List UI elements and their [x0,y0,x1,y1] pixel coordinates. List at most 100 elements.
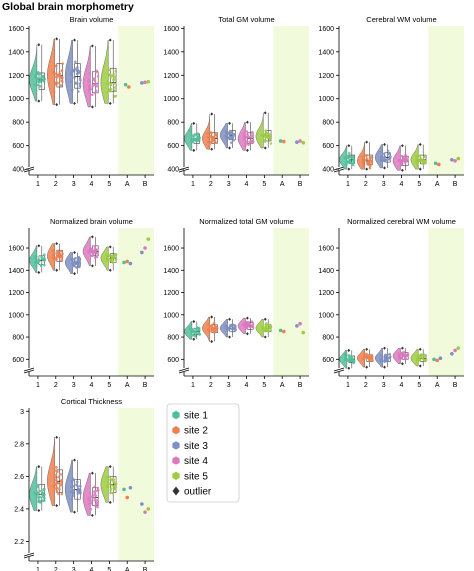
x-tick-label: A [125,181,130,188]
violin-site-1 [29,466,38,511]
data-point-site-1 [38,489,42,493]
data-point-site-5 [105,257,109,261]
data-point-site-4 [89,507,93,511]
legend-hexagon-icon [172,441,180,450]
outlier-point [347,366,351,370]
data-point-site-2 [56,249,60,253]
data-point-site-2 [60,481,63,485]
data-point-site-4 [245,140,249,143]
data-point-site-3 [230,135,234,139]
data-point-site-1 [36,261,39,265]
data-point-site-5 [113,75,117,79]
axis-break-gap [24,368,34,372]
axis-break-mark [333,166,345,171]
y-tick-label: 1000 [163,96,179,103]
outlier-point [383,365,386,369]
data-point-site-1 [43,493,46,497]
data-point-site-5 [265,134,269,138]
y-tick-label: 2.2 [14,539,24,546]
chart-panel-2: 400 600 800 1000 1200 1400 1600 1 2 3 4 5 A B Total GM… [163,15,309,188]
outlier-point [108,101,112,106]
data-point-site-1 [193,138,197,142]
outlier-point [108,38,112,42]
data-point-site-5 [112,72,115,76]
data-point-site-1 [352,162,355,165]
data-point-site-1 [36,491,40,495]
violin-site-5 [100,466,109,503]
data-point-site-2 [55,258,58,261]
traveling-subject-A [127,85,131,89]
traveling-subject-B [453,348,457,353]
violin-site-1 [339,145,348,170]
data-point-site-4 [401,159,405,163]
outlier-point [192,121,196,125]
data-point-site-4 [90,502,93,505]
data-point-site-2 [214,325,217,328]
data-point-site-1 [347,155,351,158]
data-point-site-1 [36,485,39,488]
data-point-site-4 [90,495,94,498]
data-point-site-2 [56,252,59,255]
data-point-site-1 [345,163,348,166]
outlier-point [73,101,76,106]
data-point-site-2 [60,479,63,483]
outlier-point [245,120,249,124]
data-point-site-2 [361,158,365,162]
data-point-site-5 [266,329,270,332]
data-point-site-2 [55,64,58,67]
y-tick-label: 1400 [8,268,24,275]
data-point-site-5 [106,91,109,94]
x-tick-label: A [125,382,130,389]
data-point-site-4 [243,135,247,139]
y-tick-label: 1400 [163,49,179,56]
x-tick-label: 5 [417,181,421,188]
data-point-site-5 [113,89,116,93]
data-point-site-1 [39,264,43,268]
legend-item: site 1 [172,411,208,422]
data-point-site-5 [418,154,422,158]
legend-diamond-icon [172,486,180,496]
data-point-site-2 [52,71,56,75]
data-point-site-5 [418,358,421,362]
data-point-site-5 [264,129,268,133]
data-point-site-5 [112,78,115,82]
data-point-site-1 [193,134,197,137]
outlier-point [228,146,231,150]
data-point-site-2 [206,132,210,135]
data-point-site-3 [227,131,230,135]
data-point-site-3 [224,136,228,139]
x-tick-label: 1 [36,567,40,571]
traveling-subject-B [146,79,151,84]
data-point-site-3 [79,78,82,82]
data-point-site-4 [95,252,99,255]
data-point-site-2 [364,159,367,162]
data-point-site-5 [107,482,111,486]
data-point-site-2 [211,135,214,139]
data-point-site-5 [114,69,118,73]
data-point-site-4 [250,320,254,323]
data-point-site-3 [75,266,78,269]
axis-break-mark [178,367,190,372]
outlier-point [210,147,214,151]
outlier-point [108,268,112,272]
traveling-subject-A [122,487,126,492]
data-point-site-4 [88,72,92,75]
outlier-point [263,146,267,150]
legend-label: site 3 [184,441,208,452]
data-point-site-1 [193,335,197,338]
outlier-point [263,335,267,339]
data-point-site-1 [39,80,42,83]
outlier-point [365,365,369,369]
outlier-point [37,244,41,248]
x-tick-label: 3 [227,382,231,389]
outlier-point [90,105,94,109]
data-point-site-3 [77,490,81,493]
violin-site-1 [29,44,38,102]
data-point-site-1 [43,253,46,257]
data-point-site-2 [210,329,213,332]
data-point-site-2 [370,160,374,164]
data-point-site-5 [107,478,110,482]
data-point-site-3 [230,327,233,331]
data-point-site-2 [365,157,369,161]
data-point-site-2 [56,82,59,85]
